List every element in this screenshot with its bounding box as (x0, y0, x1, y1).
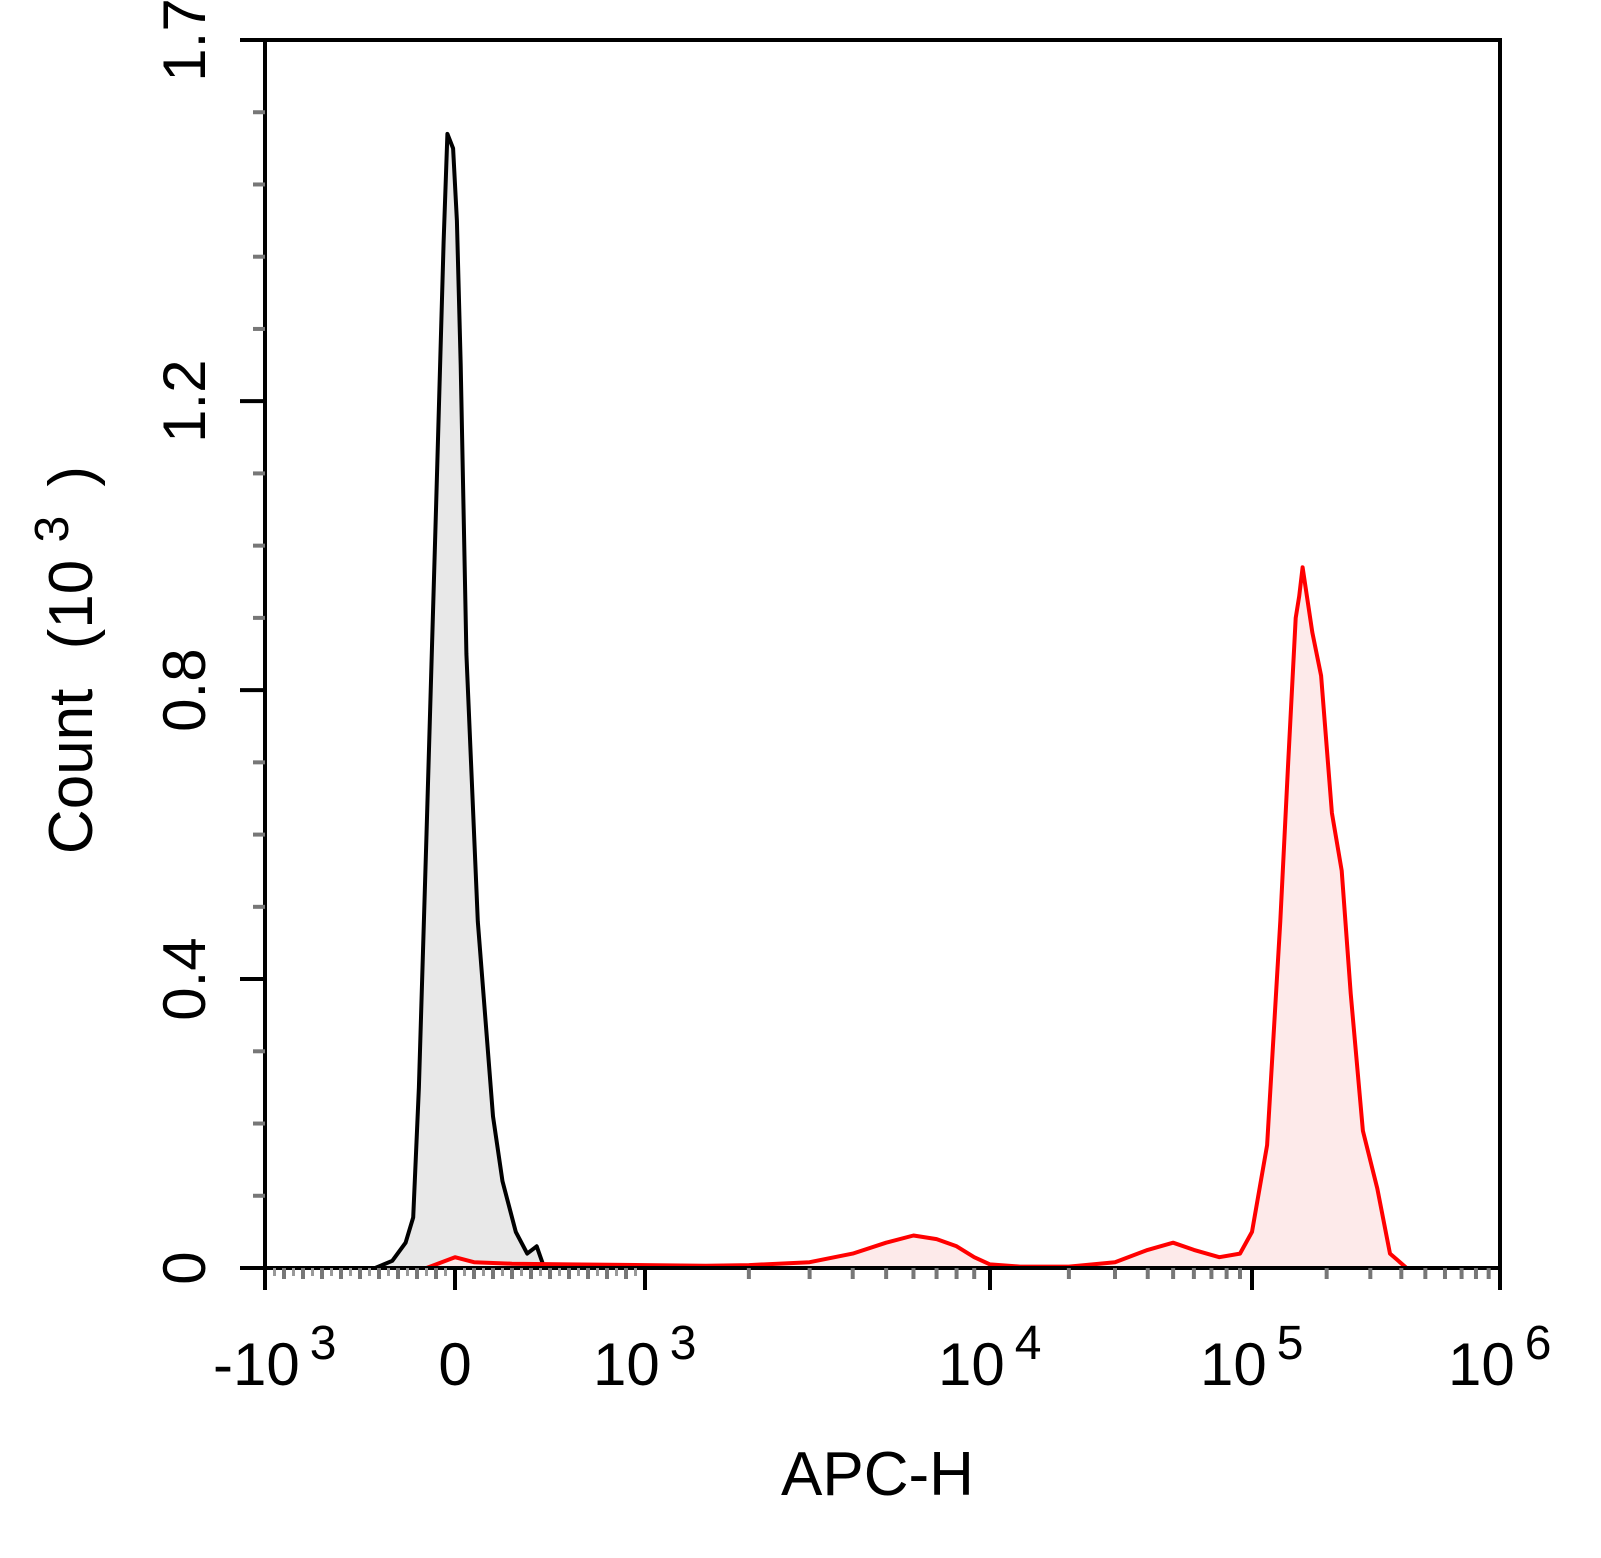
y-tick-label: 0 (151, 1251, 218, 1284)
y-tick-label: 1.2 (151, 359, 218, 442)
x-tick-label: -10 3 (213, 1317, 336, 1398)
x-tick-label: 10 3 (593, 1317, 696, 1398)
x-tick-label: 10 4 (938, 1317, 1041, 1398)
plot-area (374, 131, 1408, 1270)
x-tick-label: 0 (438, 1331, 471, 1398)
plot-frame (263, 38, 1502, 1270)
y-axis-title-unit-exp: 3 (26, 516, 79, 543)
x-axis-title: APC-H (781, 1440, 974, 1509)
y-axis-title-unit-close: ) (37, 466, 106, 487)
y-axis-title: Count (10 3 ) (13, 466, 106, 854)
axis-ticks (240, 38, 1502, 1290)
y-axis-title-base: Count (37, 689, 106, 854)
y-tick-label: 1.7 (151, 0, 218, 82)
y-axis-title-unit-open: (10 (37, 560, 106, 650)
series-0-line (374, 131, 547, 1270)
series-1-line (425, 565, 1408, 1270)
axis-labels: 0 0.4 0.8 1.2 1.7 -10 3 0 10 3 10 4 10 5 10 6 (151, 0, 1551, 1398)
series-0-fill (375, 133, 545, 1268)
series-1-fill (426, 567, 1407, 1268)
x-tick-label: 10 6 (1448, 1317, 1551, 1398)
y-tick-label: 0.4 (151, 937, 218, 1020)
x-tick-label: 10 5 (1200, 1317, 1303, 1398)
y-tick-label: 0.8 (151, 648, 218, 731)
